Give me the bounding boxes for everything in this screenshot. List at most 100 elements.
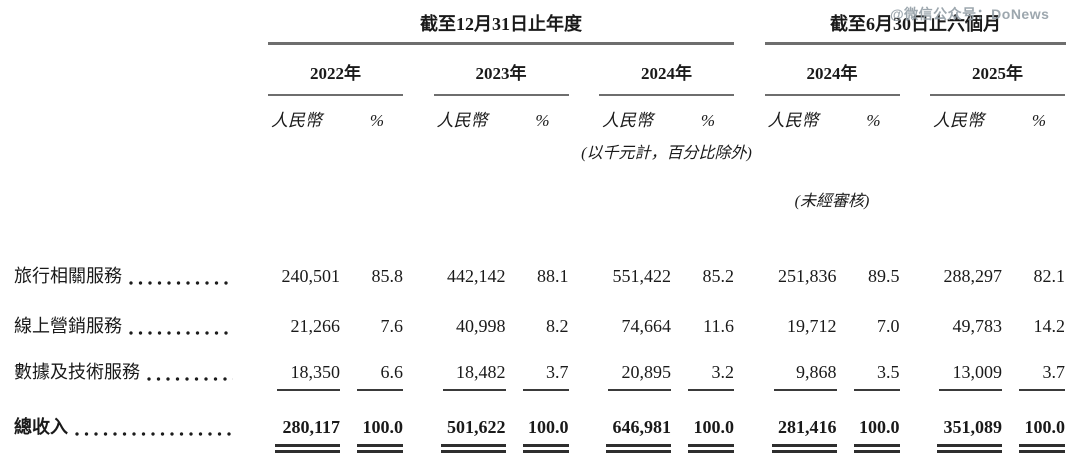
empty-cell: [434, 192, 569, 212]
note-spacer: [0, 192, 268, 212]
period-header-interim: 截至6月30日止六個月: [830, 14, 1001, 34]
units-note-row: (以千元計，百分比除外): [0, 144, 1080, 164]
pct-value: 3.7: [522, 359, 569, 391]
pct-value: 88.1: [537, 266, 569, 286]
rmb-total-value: 501,622: [440, 414, 506, 453]
row-label-cell: 旅行相關服務: [0, 263, 268, 289]
rmb-value: 551,422: [612, 266, 672, 286]
year-rule-2022: [268, 93, 403, 96]
period-header-annual: 截至12月31日止年度: [420, 14, 582, 34]
rmb-value: 442,142: [447, 266, 506, 286]
pct-subheader: %: [369, 111, 384, 130]
pct-value: 6.6: [357, 359, 403, 391]
unaudited-note: (未經審核): [794, 193, 870, 210]
row-label: 數據及技術服務: [14, 362, 140, 382]
value-group-2025-interim: 49,783 14.2: [930, 313, 1066, 339]
rmb-total-value: 646,981: [606, 414, 671, 453]
rmb-value: 18,350: [277, 359, 340, 391]
pct-total-value: 100.0: [853, 414, 900, 453]
dot-leader: [75, 432, 233, 436]
rmb-value: 49,783: [952, 316, 1003, 336]
rmb-total-value: 351,089: [937, 414, 1002, 453]
year-header-2024: 2024年: [641, 63, 692, 83]
year-rule-2024: [599, 93, 734, 96]
year-row-spacer: [0, 62, 268, 86]
rmb-subheader: 人民幣: [436, 111, 488, 130]
pct-value: 7.6: [380, 316, 404, 336]
rmb-value: 74,664: [621, 316, 672, 336]
empty-cell: [930, 192, 1065, 212]
empty-cell: [599, 192, 734, 212]
units-note-cell: (以千元計，百分比除外): [581, 144, 752, 164]
subheader-spacer: [0, 110, 268, 132]
value-group-2022: 18,350 6.6: [268, 359, 403, 391]
pct-subheader: %: [866, 111, 881, 130]
value-group-2023: 501,622 100.0: [434, 414, 569, 453]
table-row-total-revenue: 總收入 280,117 100.0 501,622 100.0 646,981 …: [0, 414, 1080, 453]
value-group-2023: 40,998 8.2: [434, 313, 569, 339]
pct-value: 3.7: [1019, 359, 1065, 391]
subheader-group-2024-interim: 人民幣 %: [765, 110, 900, 132]
table-row-data-tech-services: 數據及技術服務 18,350 6.6 18,482 3.7 20,895 3.2…: [0, 359, 1080, 391]
rmb-subheader: 人民幣: [602, 111, 653, 130]
rmb-value: 251,836: [778, 266, 837, 286]
year-header-2024-interim: 2024年: [806, 63, 858, 83]
year-header-row: 2022年 2023年 2024年 2024年 2025年: [0, 62, 1080, 86]
pct-total-value: 100.0: [357, 414, 403, 453]
rmb-value: 13,009: [939, 359, 1002, 391]
rmb-subheader: 人民幣: [767, 111, 819, 130]
value-group-2024-interim: 251,836 89.5: [765, 263, 900, 289]
value-group-2023: 18,482 3.7: [434, 359, 569, 391]
pct-value: 11.6: [703, 316, 734, 336]
rmb-value: 240,501: [281, 266, 341, 286]
year-rule-2025-interim: [930, 93, 1065, 96]
header-spacer: [0, 13, 268, 35]
subheader-group-2022: 人民幣 %: [268, 110, 403, 132]
dot-leader: [129, 331, 233, 335]
note-spacer: [0, 144, 268, 164]
table-row-travel-services: 旅行相關服務 240,501 85.8 442,142 88.1 551,422…: [0, 263, 1080, 289]
pct-value: 85.2: [702, 266, 735, 286]
value-group-2024-interim: 9,868 3.5: [765, 359, 900, 391]
value-group-2024: 20,895 3.2: [599, 359, 734, 391]
value-group-2024-interim: 19,712 7.0: [765, 313, 900, 339]
row-label: 旅行相關服務: [14, 266, 122, 286]
rmb-value: 288,297: [943, 266, 1003, 286]
pct-value: 14.2: [1033, 316, 1066, 336]
pct-total-value: 100.0: [688, 414, 734, 453]
rmb-value: 19,712: [787, 316, 837, 336]
table-row-online-marketing-services: 線上營銷服務 21,266 7.6 40,998 8.2 74,664 11.6…: [0, 313, 1080, 339]
period-rule-interim: [765, 42, 1066, 45]
empty-cell: [268, 192, 403, 212]
period-rule-annual: [268, 42, 734, 45]
year-rule-spacer: [0, 94, 268, 97]
row-label-cell: 線上營銷服務: [0, 313, 268, 339]
year-rule-2024-interim: [764, 93, 900, 96]
pct-value: 7.0: [877, 316, 900, 336]
row-label-cell: 數據及技術服務: [0, 359, 268, 385]
rule-spacer: [0, 42, 268, 45]
subheader-group-2023: 人民幣 %: [434, 110, 569, 132]
pct-subheader: %: [535, 111, 550, 130]
year-rule-2023: [433, 93, 569, 96]
empty-cell: [268, 144, 403, 164]
currency-subheader-row: 人民幣 % 人民幣 % 人民幣 % 人民幣 % 人民幣 %: [0, 110, 1080, 132]
rmb-value: 9,868: [773, 359, 837, 391]
year-header-2022: 2022年: [310, 63, 361, 83]
pct-total-value: 100.0: [1019, 414, 1065, 453]
rmb-total-value: 280,117: [275, 414, 340, 453]
period-rule-row: [0, 42, 1080, 45]
pct-value: 8.2: [546, 316, 569, 336]
empty-cell: [930, 144, 1065, 164]
rmb-total-value: 281,416: [771, 414, 837, 453]
empty-cell: [434, 144, 569, 164]
pct-value: 89.5: [868, 266, 900, 286]
subheader-group-2024: 人民幣 %: [599, 110, 734, 132]
year-header-2023: 2023年: [475, 63, 527, 83]
dot-leader: [147, 377, 233, 381]
watermark-text: @微信公众号：DoNews: [890, 6, 1050, 22]
value-group-2024: 646,981 100.0: [599, 414, 734, 453]
subheader-group-2025-interim: 人民幣 %: [930, 110, 1065, 132]
pct-subheader: %: [700, 111, 715, 130]
